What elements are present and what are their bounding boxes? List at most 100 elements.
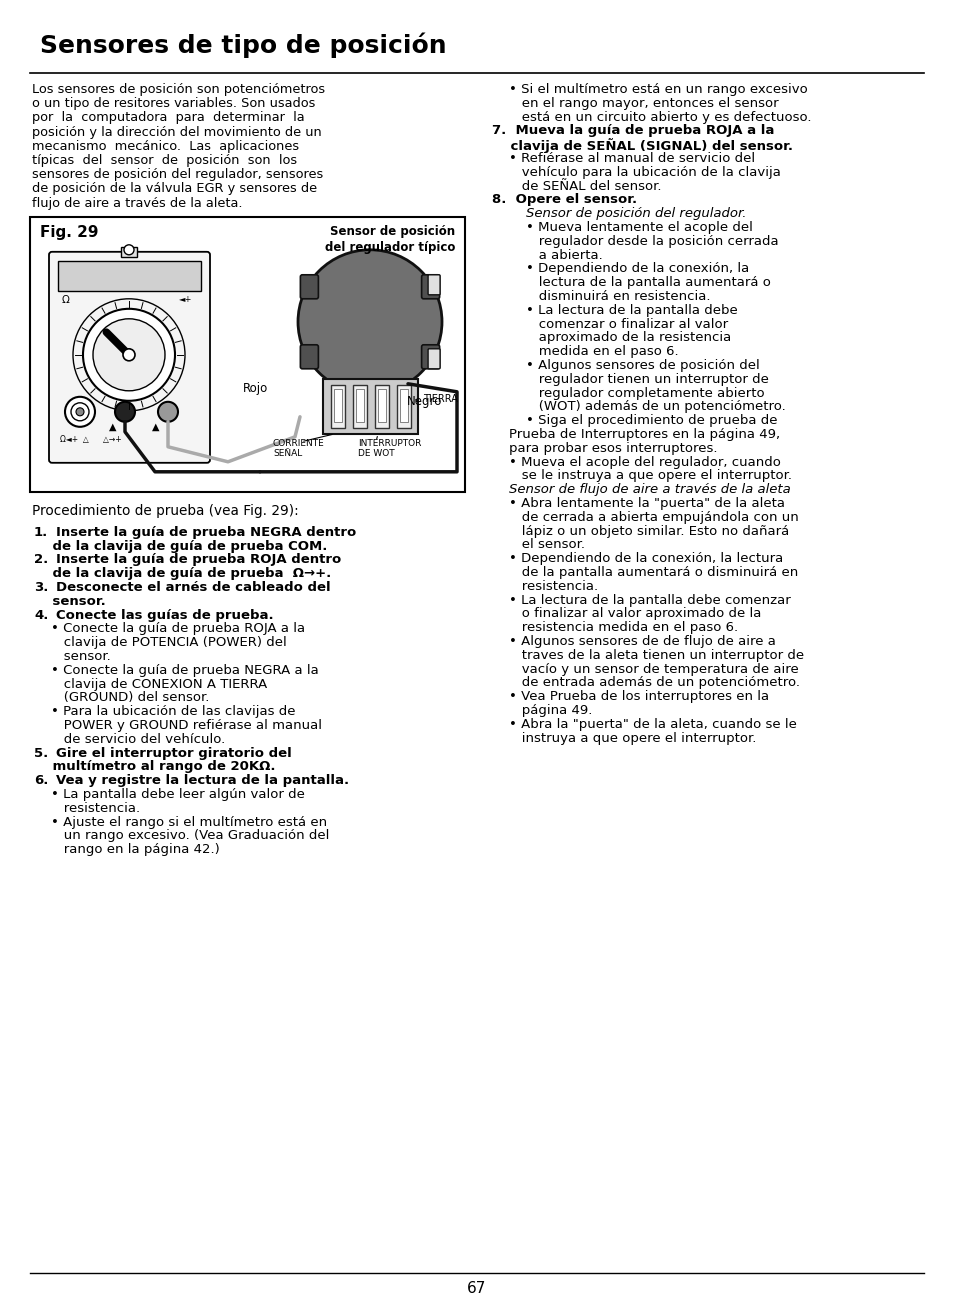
Bar [331, 385, 345, 428]
FancyBboxPatch shape [421, 275, 439, 299]
FancyBboxPatch shape [428, 349, 439, 368]
Text: 1.: 1. [34, 526, 49, 539]
Bar [377, 389, 386, 422]
Text: (WOT) además de un potenciómetro.: (WOT) además de un potenciómetro. [492, 401, 785, 414]
Text: 8.  Opere el sensor.: 8. Opere el sensor. [492, 194, 637, 207]
Circle shape [92, 319, 165, 390]
Text: Sensor de flujo de aire a través de la aleta: Sensor de flujo de aire a través de la a… [492, 483, 790, 496]
Text: • Dependiendo de la conexión, la lectura: • Dependiendo de la conexión, la lectura [492, 552, 782, 565]
Text: Rojo: Rojo [243, 381, 268, 394]
Text: Sensores de tipo de posición: Sensores de tipo de posición [40, 33, 446, 59]
Text: • La pantalla debe leer algún valor de: • La pantalla debe leer algún valor de [34, 788, 305, 801]
Text: Gire el interruptor giratorio del: Gire el interruptor giratorio del [56, 747, 292, 760]
Text: • Algunos sensores de de flujo de aire a: • Algunos sensores de de flujo de aire a [492, 635, 775, 648]
Text: posición y la dirección del movimiento de un: posición y la dirección del movimiento d… [32, 126, 321, 139]
Text: Inserte la guía de prueba ROJA dentro: Inserte la guía de prueba ROJA dentro [56, 553, 341, 566]
Text: traves de la aleta tienen un interruptor de: traves de la aleta tienen un interruptor… [492, 649, 803, 662]
Text: • Algunos sensores de posición del: • Algunos sensores de posición del [492, 359, 759, 372]
Text: • Abra lentamente la "puerta" de la aleta: • Abra lentamente la "puerta" de la alet… [492, 497, 784, 510]
Text: POWER y GROUND refiérase al manual: POWER y GROUND refiérase al manual [34, 719, 322, 732]
Text: medida en el paso 6.: medida en el paso 6. [492, 345, 678, 358]
Circle shape [297, 250, 441, 394]
Circle shape [83, 308, 174, 401]
Text: Negro: Negro [407, 394, 442, 407]
Text: • Refiérase al manual de servicio del: • Refiérase al manual de servicio del [492, 152, 755, 165]
Bar [58, 260, 201, 291]
Text: clavija de SEÑAL (SIGNAL) del sensor.: clavija de SEÑAL (SIGNAL) del sensor. [492, 138, 792, 154]
Text: Inserte la guía de prueba NEGRA dentro: Inserte la guía de prueba NEGRA dentro [56, 526, 355, 539]
Text: rango en la página 42.): rango en la página 42.) [34, 843, 219, 856]
Text: vacío y un sensor de temperatura de aire: vacío y un sensor de temperatura de aire [492, 662, 798, 675]
Bar [399, 389, 408, 422]
Text: comenzar o finalizar al valor: comenzar o finalizar al valor [492, 317, 727, 330]
Text: resistencia.: resistencia. [34, 801, 140, 814]
Text: un rango excesivo. (Vea Graduación del: un rango excesivo. (Vea Graduación del [34, 830, 329, 843]
Bar [30, 217, 464, 492]
Bar [121, 247, 137, 256]
Text: resistencia.: resistencia. [492, 580, 598, 593]
Bar [353, 385, 367, 428]
FancyBboxPatch shape [300, 275, 318, 299]
Text: • Conecte la guía de prueba ROJA a la: • Conecte la guía de prueba ROJA a la [34, 622, 305, 635]
Text: de la pantalla aumentará o disminuirá en: de la pantalla aumentará o disminuirá en [492, 566, 798, 579]
Bar [334, 389, 341, 422]
Text: lectura de la pantalla aumentará o: lectura de la pantalla aumentará o [492, 276, 770, 289]
Text: 3.: 3. [34, 582, 49, 595]
Circle shape [158, 402, 178, 422]
Text: • La lectura de la pantalla debe: • La lectura de la pantalla debe [492, 304, 737, 317]
Text: TIERRA: TIERRA [422, 394, 457, 403]
Text: para probar esos interruptores.: para probar esos interruptores. [492, 442, 717, 455]
Text: regulador tienen un interruptor de: regulador tienen un interruptor de [492, 373, 768, 386]
Text: o finalizar al valor aproximado de la: o finalizar al valor aproximado de la [492, 608, 760, 621]
Text: Ω◄+  △      △→+: Ω◄+ △ △→+ [60, 435, 121, 444]
Text: sensor.: sensor. [34, 650, 111, 664]
Text: lápiz o un objeto similar. Esto no dañará: lápiz o un objeto similar. Esto no dañar… [492, 524, 788, 537]
Text: ◄+: ◄+ [179, 295, 193, 304]
Text: disminuirá en resistencia.: disminuirá en resistencia. [492, 290, 710, 303]
Text: está en un circuito abierto y es defectuoso.: está en un circuito abierto y es defectu… [492, 111, 811, 124]
Text: página 49.: página 49. [492, 704, 592, 717]
Text: de la clavija de guía de prueba  Ω→+.: de la clavija de guía de prueba Ω→+. [34, 567, 331, 580]
Text: ▲: ▲ [109, 422, 116, 432]
Text: Los sensores de posición son potenciómetros: Los sensores de posición son potenciómet… [32, 83, 325, 96]
Text: • Conecte la guía de prueba NEGRA a la: • Conecte la guía de prueba NEGRA a la [34, 664, 318, 677]
Circle shape [123, 349, 135, 360]
Text: típicas  del  sensor  de  posición  son  los: típicas del sensor de posición son los [32, 154, 296, 167]
Text: 7.  Mueva la guía de prueba ROJA a la: 7. Mueva la guía de prueba ROJA a la [492, 125, 774, 138]
Text: 6.: 6. [34, 774, 49, 787]
Text: Desconecte el arnés de cableado del: Desconecte el arnés de cableado del [56, 582, 331, 595]
Text: o un tipo de resitores variables. Son usados: o un tipo de resitores variables. Son us… [32, 98, 315, 111]
Text: • Mueva lentamente el acople del: • Mueva lentamente el acople del [492, 221, 752, 234]
Text: en el rango mayor, entonces el sensor: en el rango mayor, entonces el sensor [492, 96, 778, 109]
Text: INTERRUPTOR
DE WOT: INTERRUPTOR DE WOT [357, 438, 421, 458]
Text: de entrada además de un potenciómetro.: de entrada además de un potenciómetro. [492, 677, 800, 690]
Text: • Mueva el acople del regulador, cuando: • Mueva el acople del regulador, cuando [492, 455, 781, 468]
Circle shape [76, 407, 84, 416]
Text: de SEÑAL del sensor.: de SEÑAL del sensor. [492, 180, 660, 193]
Text: • La lectura de la pantalla debe comenzar: • La lectura de la pantalla debe comenza… [492, 593, 790, 606]
Text: • Si el multímetro está en un rango excesivo: • Si el multímetro está en un rango exce… [492, 83, 807, 96]
Text: Ω: Ω [62, 295, 70, 304]
Text: 67: 67 [467, 1281, 486, 1296]
Text: • Siga el procedimiento de prueba de: • Siga el procedimiento de prueba de [492, 414, 777, 427]
Text: vehículo para la ubicación de la clavija: vehículo para la ubicación de la clavija [492, 165, 781, 178]
Text: por  la  computadora  para  determinar  la: por la computadora para determinar la [32, 112, 304, 125]
Text: se le instruya a que opere el interruptor.: se le instruya a que opere el interrupto… [492, 470, 791, 483]
FancyBboxPatch shape [49, 252, 210, 463]
FancyBboxPatch shape [428, 275, 439, 295]
Text: Vea y registre la lectura de la pantalla.: Vea y registre la lectura de la pantalla… [56, 774, 349, 787]
Circle shape [65, 397, 95, 427]
Text: regulador desde la posición cerrada: regulador desde la posición cerrada [492, 234, 778, 247]
Text: resistencia medida en el paso 6.: resistencia medida en el paso 6. [492, 621, 738, 634]
Bar [396, 385, 411, 428]
Text: de posición de la válvula EGR y sensores de: de posición de la válvula EGR y sensores… [32, 182, 316, 195]
Text: Prueba de Interruptores en la página 49,: Prueba de Interruptores en la página 49, [492, 428, 780, 441]
Text: mecanismo  mecánico.  Las  aplicaciones: mecanismo mecánico. Las aplicaciones [32, 139, 299, 152]
Text: de servicio del vehículo.: de servicio del vehículo. [34, 732, 225, 745]
Text: • Ajuste el rango si el multímetro está en: • Ajuste el rango si el multímetro está … [34, 816, 327, 829]
Text: clavija de CONEXION A TIERRA: clavija de CONEXION A TIERRA [34, 678, 267, 691]
Text: CORRIENTE
SEÑAL: CORRIENTE SEÑAL [273, 438, 324, 458]
Text: aproximado de la resistencia: aproximado de la resistencia [492, 332, 731, 345]
Text: • Dependiendo de la conexión, la: • Dependiendo de la conexión, la [492, 263, 748, 276]
Text: Sensor de posición
del regulador típico: Sensor de posición del regulador típico [324, 225, 455, 254]
